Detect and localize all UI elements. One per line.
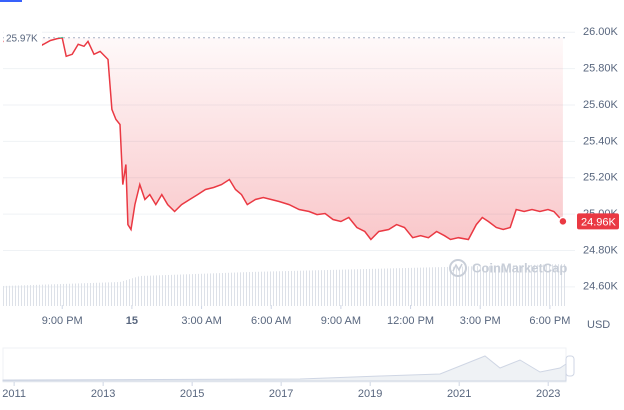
y-tick-label: 25.40K [583, 135, 619, 147]
y-tick-label: 24.80K [583, 244, 619, 256]
navigator-tick-label: 2023 [536, 388, 560, 400]
x-tick-label: 6:00 AM [251, 315, 291, 327]
last-label: 24.96K [581, 216, 617, 228]
y-tick-label: 24.60K [583, 281, 619, 293]
navigator-tick-label: 2015 [180, 388, 204, 400]
watermark: CoinMarketCap [449, 259, 567, 277]
baseline-label: 25.97K [6, 33, 38, 44]
volume-bars [3, 264, 565, 306]
tab-indicator [0, 0, 22, 2]
x-tick-label: 12:00 PM [387, 315, 434, 327]
unit-label: USD [587, 319, 610, 331]
x-tick-label: 6:00 PM [529, 315, 570, 327]
x-tick-label: 9:00 AM [321, 315, 361, 327]
navigator-tick-label: 2021 [447, 388, 471, 400]
y-tick-label: 25.80K [583, 63, 619, 75]
y-tick-label: 26.00K [583, 26, 619, 38]
plot: 24.60K24.80K25.00K25.20K25.40K25.60K25.8… [3, 26, 619, 327]
last-point [558, 216, 568, 227]
navigator-tick-label: 2017 [269, 388, 293, 400]
baseline-badge [4, 29, 42, 46]
y-tick-label: 25.60K [583, 99, 619, 111]
watermark-text: CoinMarketCap [472, 260, 567, 275]
navigator-tick-label: 2013 [91, 388, 115, 400]
x-tick-label: 3:00 PM [460, 315, 501, 327]
navigator-tick-label: 2011 [2, 388, 26, 400]
price-line [3, 37, 564, 241]
x-tick-label: 15 [126, 315, 138, 327]
y-tick-label: 25.20K [583, 172, 619, 184]
navigator-history [2, 355, 567, 382]
x-tick-label: 9:00 PM [42, 315, 83, 327]
area [3, 37, 563, 240]
last-badge [577, 213, 619, 230]
navigator-tick-label: 2019 [358, 388, 382, 400]
navigator-handle[interactable] [565, 355, 575, 377]
x-tick-label: 3:00 AM [181, 315, 221, 327]
